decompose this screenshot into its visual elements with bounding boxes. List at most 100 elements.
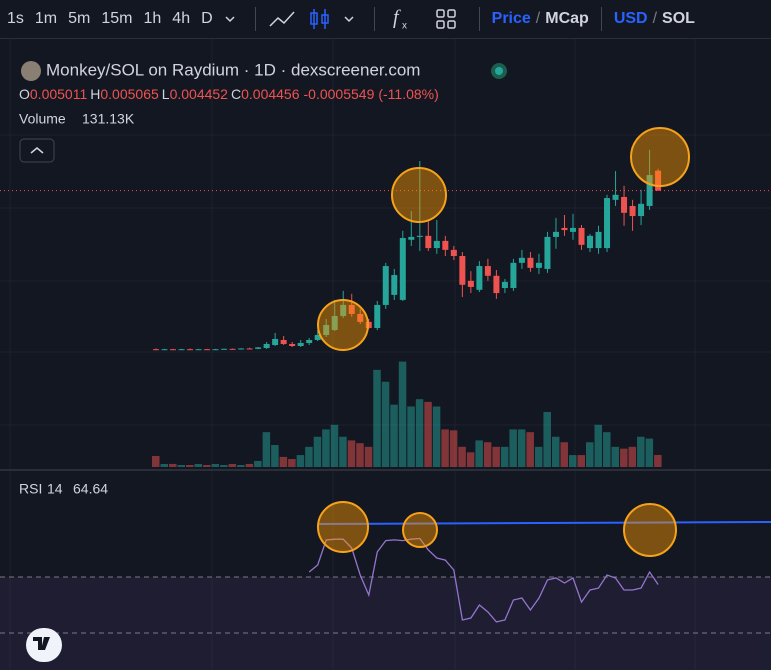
- dropdown[interactable]: [336, 9, 362, 29]
- candle-body: [578, 227, 585, 245]
- candle-body: [229, 348, 236, 350]
- candle-body: [331, 315, 338, 330]
- volume-bar: [347, 440, 356, 467]
- separator: [478, 7, 480, 31]
- svg-text:x: x: [402, 21, 407, 32]
- mcap-toggle[interactable]: MCap: [545, 10, 589, 27]
- timeframe[interactable]: 4h: [172, 10, 191, 27]
- volume-bar: [603, 432, 611, 467]
- candle-body: [178, 349, 185, 351]
- volume-bar: [441, 429, 449, 467]
- candle-body: [408, 236, 415, 240]
- volume-bar: [262, 432, 271, 467]
- candle-body: [263, 343, 270, 349]
- candle-body: [510, 262, 517, 289]
- chart: Monkey/SOL on Raydium · 1D · dexscreener…: [0, 39, 771, 670]
- volume-bar: [526, 432, 534, 467]
- candle-body: [587, 235, 594, 249]
- price-toggle[interactable]: Price: [491, 10, 531, 27]
- timeframe[interactable]: 5m: [68, 10, 91, 27]
- candle-body: [655, 170, 662, 191]
- candle-body: [501, 281, 508, 289]
- volume-bar: [620, 448, 628, 467]
- candle-body: [187, 349, 194, 351]
- tv-logo-mark: [33, 637, 50, 650]
- volume-bar: [543, 412, 551, 467]
- timeframe[interactable]: 1s: [7, 10, 24, 27]
- candle-body: [306, 339, 313, 344]
- volume-bar: [517, 429, 526, 467]
- candle-body: [459, 255, 466, 285]
- volume-bar: [449, 430, 458, 467]
- volume-bar: [483, 442, 492, 467]
- volume-bar: [356, 443, 364, 467]
- candle-body: [195, 349, 202, 351]
- candle-body: [621, 196, 628, 213]
- timeframe[interactable]: D: [201, 10, 213, 27]
- volume-bar: [322, 429, 330, 467]
- volume-bar: [415, 399, 424, 467]
- change: -0.0005549: [304, 86, 375, 102]
- dropdown[interactable]: [217, 9, 243, 29]
- rsi-period: 14: [47, 481, 63, 497]
- candle-chart-button[interactable]: [306, 7, 336, 31]
- volume-bar: [203, 464, 211, 467]
- candle-body: [391, 275, 398, 295]
- candles: [0, 149, 771, 351]
- collapse-button[interactable]: [19, 138, 55, 163]
- highlight-circle: [317, 501, 369, 553]
- sol-toggle[interactable]: SOL: [662, 10, 695, 27]
- candle-body: [272, 338, 279, 345]
- volume-bar: [466, 452, 475, 467]
- volume-bar: [228, 463, 237, 467]
- svg-text:f: f: [393, 7, 401, 29]
- separator: [373, 7, 375, 31]
- ohlc-value: 0.005065: [100, 86, 159, 102]
- rsi-legend: RSI: [19, 481, 42, 497]
- candle-body: [416, 235, 423, 237]
- candle-body: [425, 235, 432, 249]
- volume-bar: [364, 446, 373, 467]
- timeframe[interactable]: 15m: [101, 10, 133, 27]
- volume-bar: [645, 438, 654, 467]
- line-chart-button[interactable]: [268, 7, 298, 31]
- volume-legend-value: 131.13K: [82, 111, 135, 127]
- change-pct: (-11.08%): [378, 86, 438, 102]
- volume-bar: [211, 463, 220, 467]
- status-dot-inner: [495, 67, 503, 75]
- highlight-circle: [630, 127, 690, 187]
- volume-bar: [254, 460, 262, 467]
- collapse-icon: [30, 147, 44, 154]
- candle-body: [450, 249, 457, 256]
- volume-bar: [390, 404, 398, 467]
- candle-body: [246, 348, 253, 350]
- layout-button[interactable]: [427, 7, 467, 31]
- volume-bar: [271, 445, 279, 467]
- volume-bar: [594, 424, 603, 467]
- candle-body: [204, 349, 211, 351]
- volume-bar: [611, 446, 620, 467]
- candle-body: [170, 349, 177, 351]
- timeframe[interactable]: 1h: [143, 10, 162, 27]
- volume-bar: [560, 442, 568, 467]
- separator: [254, 7, 256, 31]
- volume-bar: [245, 463, 254, 467]
- rsi-value: 64.64: [73, 481, 108, 497]
- candle-body: [638, 203, 645, 217]
- volume-bar: [381, 381, 390, 467]
- highlight-circle: [317, 299, 369, 351]
- candle-body: [433, 240, 440, 249]
- drawn-line[interactable]: [317, 521, 771, 525]
- candle-body: [476, 266, 483, 290]
- volume-bar: [568, 455, 577, 467]
- volume-bar: [577, 455, 585, 467]
- candle-body: [357, 313, 364, 322]
- ohlc-label: C: [231, 86, 241, 102]
- usd-toggle[interactable]: USD: [613, 10, 648, 27]
- volume-bar: [534, 446, 543, 467]
- timeframe[interactable]: 1m: [34, 10, 58, 27]
- volume-bar: [628, 446, 637, 467]
- candle-body: [604, 198, 611, 249]
